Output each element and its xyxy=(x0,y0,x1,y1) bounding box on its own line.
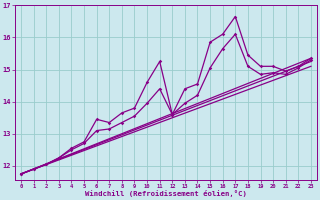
X-axis label: Windchill (Refroidissement éolien,°C): Windchill (Refroidissement éolien,°C) xyxy=(85,190,247,197)
